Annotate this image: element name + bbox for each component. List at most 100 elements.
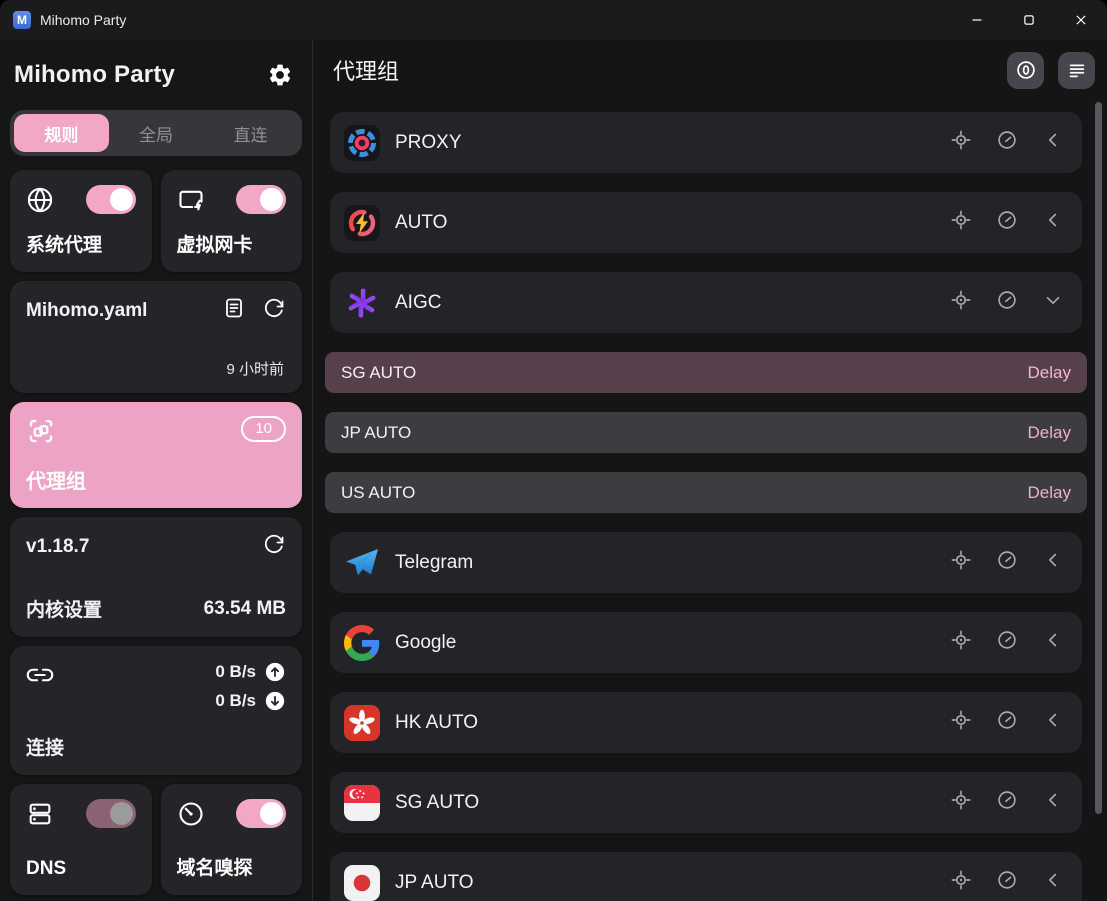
proxy-groups-label: 代理组 — [26, 471, 86, 493]
locate-icon[interactable] — [950, 549, 972, 576]
core-settings-card[interactable]: v1.18.7 内核设置 63.54 MB — [10, 517, 302, 637]
profile-updated-time: 9 小时前 — [226, 361, 284, 378]
proxy-node-row[interactable]: US AUTO Delay — [325, 472, 1087, 513]
speedtest-icon[interactable] — [996, 869, 1018, 896]
chevron-left-icon[interactable] — [1042, 789, 1064, 816]
chevron-left-icon[interactable] — [1042, 709, 1064, 736]
core-restart-icon[interactable] — [262, 532, 286, 561]
upload-arrow-icon — [265, 662, 285, 682]
page-title: 代理组 — [333, 59, 400, 84]
proxy-name: JP AUTO — [341, 422, 412, 442]
sidebar: Mihomo Party 规则 全局 直连 — [0, 40, 313, 901]
proxy-group-row[interactable]: HK AUTO — [330, 692, 1082, 753]
proxy-group-row[interactable]: AIGC — [330, 272, 1082, 333]
flag-hk-logo — [344, 704, 380, 741]
tab-global[interactable]: 全局 — [139, 125, 173, 145]
tab-rule[interactable]: 规则 — [14, 114, 109, 152]
dns-server-icon — [26, 800, 54, 828]
dns-card[interactable]: DNS — [10, 784, 152, 895]
locate-icon[interactable] — [950, 629, 972, 656]
dns-toggle[interactable] — [85, 799, 136, 828]
proxy-group-row[interactable]: Telegram — [330, 532, 1082, 593]
group-name: PROXY — [395, 131, 462, 153]
close-button[interactable] — [1055, 0, 1107, 40]
scrollbar[interactable] — [1095, 102, 1102, 814]
proxy-group-count-badge: 10 — [241, 416, 286, 442]
chevron-down-icon[interactable] — [1042, 289, 1064, 316]
system-proxy-toggle[interactable] — [85, 185, 136, 214]
circle-zero-icon — [1016, 61, 1035, 79]
settings-button[interactable] — [262, 57, 298, 93]
proxy-node-row[interactable]: JP AUTO Delay — [325, 412, 1087, 453]
profile-document-icon[interactable] — [222, 296, 246, 325]
core-memory-usage: 63.54 MB — [203, 597, 286, 619]
connections-card[interactable]: 0 B/s 0 B/s 连接 — [10, 646, 302, 775]
download-arrow-icon — [265, 691, 285, 711]
chevron-left-icon[interactable] — [1042, 869, 1064, 896]
chevron-left-icon[interactable] — [1042, 129, 1064, 156]
openai-logo — [344, 285, 380, 321]
sniffer-toggle[interactable] — [236, 799, 286, 828]
minimize-button[interactable] — [951, 0, 1003, 40]
group-name: Google — [395, 631, 457, 653]
chevron-left-icon[interactable] — [1042, 549, 1064, 576]
speedtest-icon[interactable] — [996, 549, 1018, 576]
auto-logo — [344, 204, 380, 241]
proxy-delay[interactable]: Delay — [1027, 422, 1071, 442]
proxy-group-row[interactable]: SG AUTO — [330, 772, 1082, 833]
speedtest-icon[interactable] — [996, 789, 1018, 816]
chevron-left-icon[interactable] — [1042, 629, 1064, 656]
collapse-all-button[interactable] — [1058, 51, 1095, 89]
profile-refresh-icon[interactable] — [262, 296, 286, 325]
proxy-group-row[interactable]: PROXY — [330, 112, 1082, 173]
group-name: SG AUTO — [395, 791, 480, 813]
list-lines-icon — [1069, 64, 1084, 78]
virtual-nic-label: 虚拟网卡 — [176, 235, 253, 256]
close-icon — [1076, 15, 1086, 25]
speedtest-icon[interactable] — [996, 209, 1018, 236]
core-version: v1.18.7 — [26, 535, 90, 557]
speedtest-icon[interactable] — [996, 709, 1018, 736]
speedtest-icon[interactable] — [996, 129, 1018, 156]
locate-icon[interactable] — [950, 129, 972, 156]
telegram-logo — [344, 545, 380, 581]
proxy-delay[interactable]: Delay — [1027, 482, 1071, 502]
chevron-left-icon[interactable] — [1042, 209, 1064, 236]
speedtest-icon[interactable] — [996, 289, 1018, 316]
group-name: HK AUTO — [395, 711, 479, 733]
tab-direct[interactable]: 直连 — [233, 125, 268, 145]
proxy-group-row[interactable]: AUTO — [330, 192, 1082, 253]
locate-icon[interactable] — [950, 789, 972, 816]
upload-speed: 0 B/s — [215, 662, 256, 681]
titlebar-title: Mihomo Party — [40, 12, 127, 28]
sidebar-item-proxy-groups[interactable]: 10 代理组 — [10, 402, 302, 508]
minimize-icon — [972, 19, 982, 21]
proxy-name: SG AUTO — [341, 362, 417, 382]
virtual-nic-toggle[interactable] — [236, 185, 286, 214]
speedtest-icon[interactable] — [996, 629, 1018, 656]
system-proxy-label: 系统代理 — [26, 235, 103, 256]
system-proxy-card[interactable]: 系统代理 — [10, 170, 152, 272]
download-speed: 0 B/s — [215, 691, 256, 710]
proxy-group-icon — [26, 416, 56, 451]
maximize-icon — [1024, 15, 1034, 25]
google-logo — [344, 624, 380, 661]
group-name: AIGC — [395, 291, 442, 313]
locate-icon[interactable] — [950, 869, 972, 896]
group-name: Telegram — [395, 551, 474, 573]
maximize-button[interactable] — [1003, 0, 1055, 40]
group-name: JP AUTO — [395, 871, 474, 893]
profile-card[interactable]: Mihomo.yaml 9 小时前 — [10, 281, 302, 393]
locate-icon[interactable] — [950, 709, 972, 736]
proxy-node-row[interactable]: SG AUTO Delay — [325, 352, 1087, 393]
proxy-delay[interactable]: Delay — [1027, 362, 1071, 382]
app-logo-icon: M — [13, 11, 31, 29]
sniffer-card[interactable]: 域名嗅探 — [160, 784, 302, 895]
flag-sg-logo — [344, 784, 380, 821]
proxy-group-row[interactable]: JP AUTO — [330, 852, 1082, 901]
locate-icon[interactable] — [950, 289, 972, 316]
proxy-group-row[interactable]: Google — [330, 612, 1082, 673]
virtual-nic-card[interactable]: 虚拟网卡 — [160, 170, 302, 272]
delay-zero-button[interactable] — [1007, 51, 1044, 89]
locate-icon[interactable] — [950, 209, 972, 236]
